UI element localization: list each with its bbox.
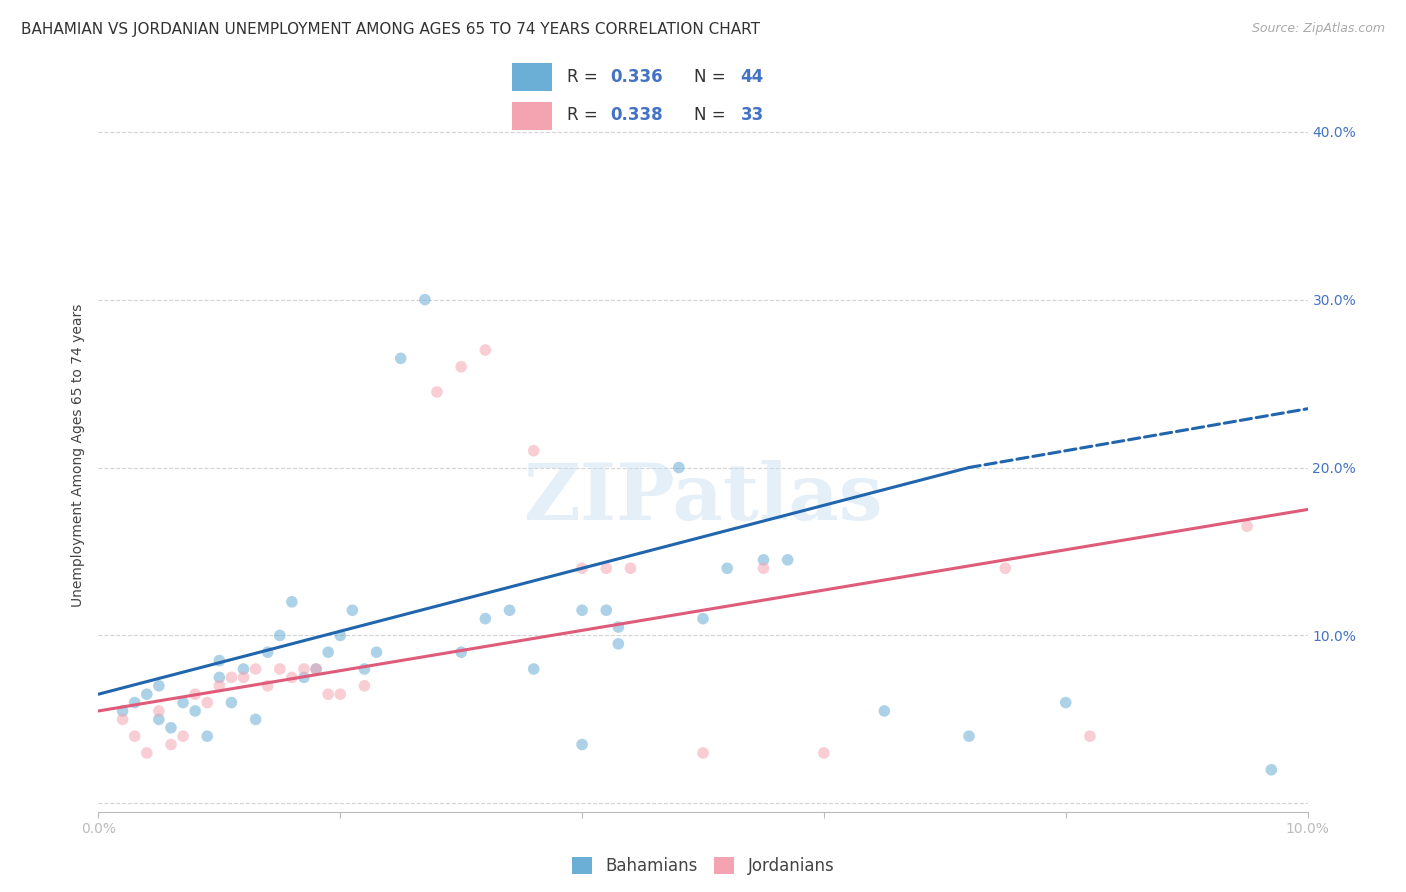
Text: BAHAMIAN VS JORDANIAN UNEMPLOYMENT AMONG AGES 65 TO 74 YEARS CORRELATION CHART: BAHAMIAN VS JORDANIAN UNEMPLOYMENT AMONG… [21, 22, 761, 37]
Point [221, 696, 243, 710]
Text: 33: 33 [741, 106, 763, 124]
Text: Source: ZipAtlas.com: Source: ZipAtlas.com [1251, 22, 1385, 36]
Point [692, 746, 714, 760]
Point [184, 704, 207, 718]
Point [571, 561, 593, 575]
Point [135, 746, 157, 760]
Text: 0.338: 0.338 [610, 106, 664, 124]
Point [342, 603, 364, 617]
Point [232, 662, 254, 676]
Point [389, 351, 412, 366]
Point [1054, 696, 1077, 710]
Point [269, 662, 291, 676]
Point [413, 293, 436, 307]
Point [245, 712, 267, 726]
Point [813, 746, 835, 760]
Point [184, 687, 207, 701]
Point [752, 561, 775, 575]
Point [716, 561, 738, 575]
Point [195, 696, 218, 710]
Point [148, 704, 170, 718]
Point [148, 679, 170, 693]
Point [474, 612, 496, 626]
Point [366, 645, 388, 659]
Point [873, 704, 896, 718]
Point [353, 679, 375, 693]
Text: 0.336: 0.336 [610, 68, 664, 86]
Point [208, 654, 231, 668]
Point [426, 384, 449, 399]
Point [776, 553, 799, 567]
Point [607, 620, 630, 634]
Point [692, 612, 714, 626]
Point [221, 670, 243, 684]
Point [329, 628, 352, 642]
Point [305, 662, 328, 676]
Point [474, 343, 496, 357]
Legend: Bahamians, Jordanians: Bahamians, Jordanians [565, 850, 841, 882]
Y-axis label: Unemployment Among Ages 65 to 74 years: Unemployment Among Ages 65 to 74 years [72, 303, 86, 607]
Point [256, 645, 278, 659]
Point [619, 561, 641, 575]
Point [111, 712, 134, 726]
Point [148, 712, 170, 726]
Point [523, 662, 546, 676]
Point [172, 729, 194, 743]
Point [571, 738, 593, 752]
Point [292, 662, 315, 676]
Point [1260, 763, 1282, 777]
Point [957, 729, 980, 743]
FancyBboxPatch shape [512, 102, 551, 130]
Point [595, 603, 617, 617]
Point [752, 553, 775, 567]
Point [450, 359, 472, 374]
Point [523, 443, 546, 458]
Point [1078, 729, 1101, 743]
Text: N =: N = [695, 106, 731, 124]
Point [498, 603, 520, 617]
Point [292, 670, 315, 684]
Point [208, 670, 231, 684]
Point [232, 670, 254, 684]
Point [124, 696, 146, 710]
Point [571, 603, 593, 617]
Text: R =: R = [567, 68, 603, 86]
Point [668, 460, 690, 475]
Point [281, 595, 304, 609]
Text: R =: R = [567, 106, 603, 124]
Point [607, 637, 630, 651]
FancyBboxPatch shape [512, 62, 551, 91]
Point [124, 729, 146, 743]
Point [1236, 519, 1258, 533]
Point [245, 662, 267, 676]
Point [172, 696, 194, 710]
Point [316, 645, 339, 659]
Point [316, 687, 339, 701]
Point [195, 729, 218, 743]
Point [269, 628, 291, 642]
Point [450, 645, 472, 659]
Point [160, 721, 183, 735]
Text: N =: N = [695, 68, 731, 86]
Point [281, 670, 304, 684]
Point [160, 738, 183, 752]
Text: 44: 44 [741, 68, 763, 86]
Point [135, 687, 157, 701]
Point [208, 679, 231, 693]
Point [305, 662, 328, 676]
Point [329, 687, 352, 701]
Point [994, 561, 1017, 575]
Text: ZIPatlas: ZIPatlas [523, 459, 883, 536]
Point [111, 704, 134, 718]
Point [595, 561, 617, 575]
Point [353, 662, 375, 676]
Point [256, 679, 278, 693]
